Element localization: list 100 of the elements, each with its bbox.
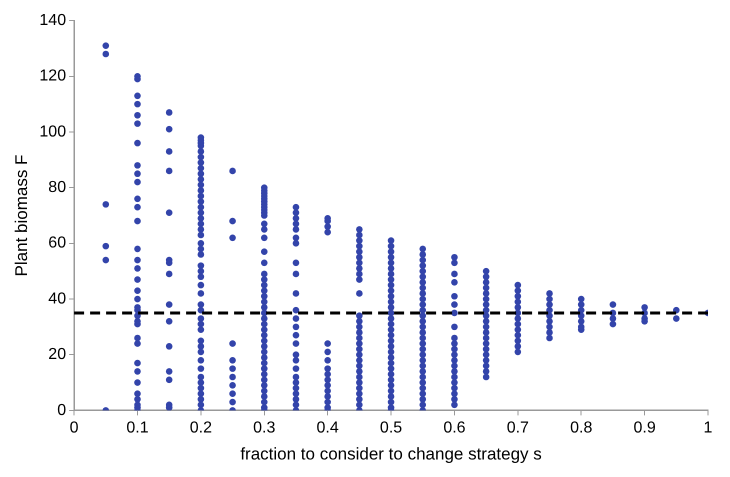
point [260, 298, 268, 306]
point [482, 284, 490, 292]
point [198, 232, 204, 238]
point [198, 187, 204, 194]
y-tick-label: 60 [48, 234, 66, 252]
point [482, 356, 490, 364]
point [673, 306, 680, 314]
point [514, 292, 522, 300]
point [356, 226, 363, 233]
point [419, 374, 426, 380]
point [419, 312, 426, 320]
y-tick-label: 20 [48, 346, 66, 364]
point [388, 320, 394, 328]
point [356, 396, 363, 403]
point [198, 315, 204, 322]
point [134, 120, 141, 127]
x-tick-label: 0.4 [316, 419, 339, 436]
x-tick-label: 0 [70, 419, 79, 436]
point [198, 290, 204, 297]
point [482, 329, 490, 336]
point [514, 337, 522, 344]
point [198, 390, 204, 397]
point [356, 324, 363, 330]
point [514, 343, 522, 350]
point [134, 204, 141, 210]
point [356, 242, 363, 250]
point [292, 374, 300, 380]
point [134, 287, 141, 294]
point [482, 290, 490, 297]
point [198, 182, 204, 188]
point [546, 290, 553, 297]
point [260, 388, 268, 394]
point [482, 268, 490, 274]
point [419, 351, 426, 358]
point [166, 318, 172, 325]
point [134, 296, 141, 302]
point [482, 273, 490, 280]
point [166, 368, 172, 375]
point [198, 176, 204, 183]
point [388, 332, 394, 339]
point [260, 348, 268, 356]
point [260, 326, 268, 333]
point [482, 324, 490, 330]
point [198, 343, 204, 350]
point [388, 365, 394, 372]
point [198, 170, 204, 178]
point [546, 296, 553, 302]
point [166, 109, 172, 116]
point [134, 256, 141, 264]
point [292, 356, 300, 364]
point [198, 154, 204, 160]
point [134, 340, 141, 347]
point [324, 356, 331, 364]
point [356, 260, 363, 266]
point [260, 398, 268, 406]
point [546, 324, 553, 330]
point [419, 396, 426, 403]
point [356, 390, 363, 397]
point [134, 140, 141, 146]
point [356, 351, 363, 358]
point [198, 251, 204, 258]
point [388, 360, 394, 366]
point [260, 332, 268, 339]
point [292, 384, 300, 392]
point [514, 304, 522, 311]
point [419, 251, 426, 258]
point [356, 340, 363, 347]
point [292, 402, 300, 408]
point [134, 265, 141, 272]
point [229, 374, 236, 380]
point [324, 223, 331, 230]
point [482, 351, 490, 358]
point [419, 273, 426, 280]
point [451, 301, 458, 308]
point [419, 256, 426, 264]
point [514, 298, 522, 306]
point [388, 237, 394, 244]
x-tick-label: 0.1 [126, 419, 149, 436]
point [198, 384, 204, 392]
point [514, 287, 522, 294]
point [229, 356, 236, 364]
point [198, 356, 204, 364]
point [198, 204, 204, 210]
point [229, 390, 236, 397]
point [451, 396, 458, 403]
point [102, 42, 110, 49]
point [451, 384, 458, 392]
y-tick-label: 140 [39, 12, 66, 30]
point [198, 240, 204, 247]
point [260, 276, 268, 283]
x-tick-label: 1 [704, 419, 713, 436]
point [451, 374, 458, 380]
point [292, 365, 300, 372]
point [134, 178, 141, 186]
point [482, 346, 490, 352]
point [356, 402, 363, 408]
point [610, 315, 616, 322]
point [198, 365, 204, 372]
point [229, 365, 236, 372]
point [324, 370, 331, 378]
